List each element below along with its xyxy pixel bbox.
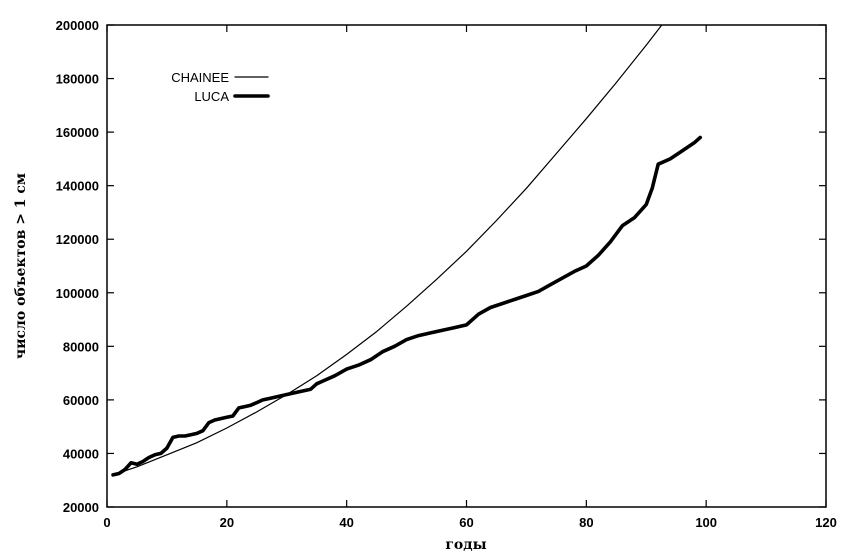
x-tick-label: 20 (220, 515, 234, 530)
series-line-chainee (112, 25, 663, 476)
legend-label-chainee: CHAINEE (171, 70, 229, 85)
x-axis-label: годы (445, 537, 486, 553)
y-tick-label: 120000 (56, 232, 99, 247)
y-axis-label: число объектов > 1 см (13, 173, 29, 359)
legend: CHAINEE LUCA (171, 70, 270, 104)
y-tick-label: 180000 (56, 72, 99, 87)
x-tick-label: 60 (459, 515, 473, 530)
y-tick-label: 60000 (63, 393, 99, 408)
x-tick-label: 80 (579, 515, 593, 530)
y-tick-label: 80000 (63, 339, 99, 354)
y-tick-label: 160000 (56, 125, 99, 140)
x-tick-label: 0 (103, 515, 110, 530)
y-tick-label: 100000 (56, 286, 99, 301)
legend-label-luca: LUCA (194, 89, 229, 104)
x-tick-label: 100 (695, 515, 717, 530)
y-tick-label: 200000 (56, 18, 99, 33)
series-line-luca (111, 135, 703, 477)
y-tick-label: 40000 (63, 446, 99, 461)
series-layer (111, 25, 703, 477)
y-tick-label: 20000 (63, 500, 99, 515)
x-tick-label: 120 (815, 515, 837, 530)
y-tick-label: 140000 (56, 179, 99, 194)
x-tick-label: 40 (339, 515, 353, 530)
ticks-layer: 0 20 40 60 80 100 120 20000 40000 60000 80000 10000… (56, 18, 837, 530)
